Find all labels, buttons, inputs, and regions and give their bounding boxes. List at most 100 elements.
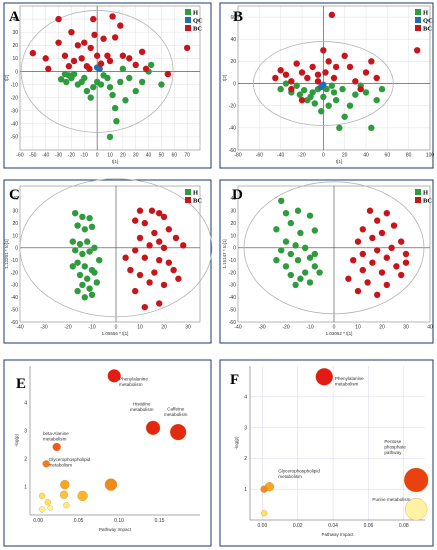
point-a-bc bbox=[42, 55, 49, 62]
x-tick-label-a: -40 bbox=[42, 153, 49, 159]
y-axis-label-f: -log(p) bbox=[234, 436, 239, 450]
point-a-h bbox=[57, 76, 65, 83]
x-tick-label-c: -10 bbox=[88, 325, 95, 331]
y-tick-label-a: 10 bbox=[12, 56, 18, 62]
y-tick-label-c: -40 bbox=[11, 295, 18, 301]
point-d-h bbox=[287, 250, 294, 258]
point-a-bc bbox=[68, 28, 75, 36]
point-c-h bbox=[74, 222, 81, 229]
point-d-h bbox=[306, 279, 314, 286]
point-a-bc bbox=[91, 31, 98, 38]
point-c-h bbox=[72, 247, 79, 254]
panel-b-frame bbox=[219, 2, 434, 169]
y-tick-label-c: 30 bbox=[12, 209, 18, 215]
x-tick-label-a: 30 bbox=[133, 153, 139, 159]
bubble-e bbox=[169, 423, 187, 441]
point-b-h bbox=[320, 93, 327, 101]
point-b-bc bbox=[352, 78, 359, 85]
bubble-e bbox=[38, 492, 46, 500]
pathway-annotation-e: metabolism bbox=[164, 412, 188, 417]
x-tick-label-a: -50 bbox=[29, 153, 36, 159]
y-tick-label-d: 40 bbox=[230, 196, 236, 202]
y-tick-label-b: 40 bbox=[230, 37, 236, 43]
hotelling-ellipse-c bbox=[19, 178, 213, 318]
x-tick-label-a: -20 bbox=[68, 153, 75, 159]
point-c-bc bbox=[151, 229, 158, 237]
bubble-e bbox=[52, 442, 61, 452]
pathway-annotation-e: metabolism bbox=[130, 407, 154, 412]
x-tick-label-a: 0 bbox=[96, 153, 99, 159]
point-d-bc bbox=[383, 254, 390, 261]
point-a-h bbox=[113, 118, 120, 125]
point-c-h bbox=[86, 248, 93, 255]
legend-label-c-h: H bbox=[193, 190, 198, 197]
point-c-bc bbox=[141, 303, 148, 311]
legend-swatch-d-bc bbox=[415, 197, 421, 203]
point-a-bc bbox=[86, 65, 93, 73]
y-tick-label-a: -40 bbox=[11, 122, 18, 128]
point-a-bc bbox=[55, 39, 62, 46]
point-d-bc bbox=[378, 269, 386, 276]
point-c-h bbox=[88, 291, 96, 298]
point-c-h bbox=[88, 223, 96, 230]
point-b-bc bbox=[288, 78, 295, 85]
point-b-bc bbox=[322, 69, 329, 76]
x-tick-label-f: 0.02 bbox=[293, 523, 303, 529]
point-d-h bbox=[273, 256, 280, 264]
point-b-bc bbox=[373, 74, 380, 82]
point-d-h bbox=[294, 256, 302, 264]
y-tick-label-d: -50 bbox=[229, 307, 236, 313]
point-a-h bbox=[132, 87, 139, 95]
bubble-f bbox=[260, 510, 268, 517]
point-b-h bbox=[362, 89, 370, 96]
y-axis-label-e: -log(p) bbox=[14, 434, 19, 448]
point-d-h bbox=[292, 242, 299, 249]
bubble-e bbox=[60, 479, 70, 490]
point-b-bc bbox=[314, 78, 322, 85]
x-tick-label-d: 40 bbox=[427, 325, 433, 331]
point-c-bc bbox=[172, 234, 180, 242]
point-c-bc bbox=[165, 226, 172, 233]
point-c-bc bbox=[156, 238, 163, 245]
point-c-h bbox=[93, 279, 101, 286]
point-d-h bbox=[302, 244, 309, 252]
y-tick-label-d: 20 bbox=[230, 221, 236, 227]
x-tick-label-e: 0.10 bbox=[114, 518, 124, 524]
y-tick-label-b: -60 bbox=[229, 148, 236, 154]
point-b-h bbox=[277, 85, 284, 93]
y-tick-label-c: 0 bbox=[15, 246, 18, 252]
legend-label-c-bc: BC bbox=[193, 198, 202, 205]
point-b-bc bbox=[362, 69, 370, 76]
point-c-bc bbox=[151, 269, 158, 276]
panel-letter-b: B bbox=[233, 9, 243, 25]
point-a-qc bbox=[96, 65, 103, 73]
point-c-h bbox=[86, 214, 93, 222]
pathway-annotation-e: metabolism bbox=[43, 436, 67, 441]
point-c-bc bbox=[160, 244, 168, 252]
point-a-bc bbox=[142, 65, 150, 73]
point-c-h bbox=[76, 271, 84, 279]
point-a-bc bbox=[70, 57, 78, 65]
point-a-h bbox=[97, 81, 105, 88]
legend-swatch-b-qc bbox=[415, 17, 421, 23]
point-a-h bbox=[117, 78, 124, 86]
point-c-bc bbox=[136, 207, 144, 214]
x-axis-label-d: 1.03062 * t[1] bbox=[326, 331, 353, 336]
legend-label-b-qc: QC bbox=[423, 18, 433, 25]
y-axis-label-d: 1.15147 * to[1] bbox=[222, 239, 227, 268]
point-b-bc bbox=[332, 63, 340, 71]
bubble-e bbox=[63, 502, 70, 509]
y-tick-label-f: 2 bbox=[244, 456, 247, 462]
pathway-annotation-f: metabolism bbox=[335, 381, 359, 386]
y-tick-label-f: 4 bbox=[244, 395, 247, 401]
panel-letter-a: A bbox=[9, 9, 20, 25]
point-a-h bbox=[109, 91, 116, 99]
point-b-bc bbox=[346, 63, 354, 71]
point-c-h bbox=[74, 259, 81, 266]
point-a-bc bbox=[183, 44, 191, 52]
point-c-bc bbox=[180, 242, 187, 249]
point-c-bc bbox=[122, 254, 129, 261]
point-a-bc bbox=[90, 15, 97, 23]
point-a-bc bbox=[117, 22, 124, 29]
point-b-bc bbox=[341, 52, 348, 60]
